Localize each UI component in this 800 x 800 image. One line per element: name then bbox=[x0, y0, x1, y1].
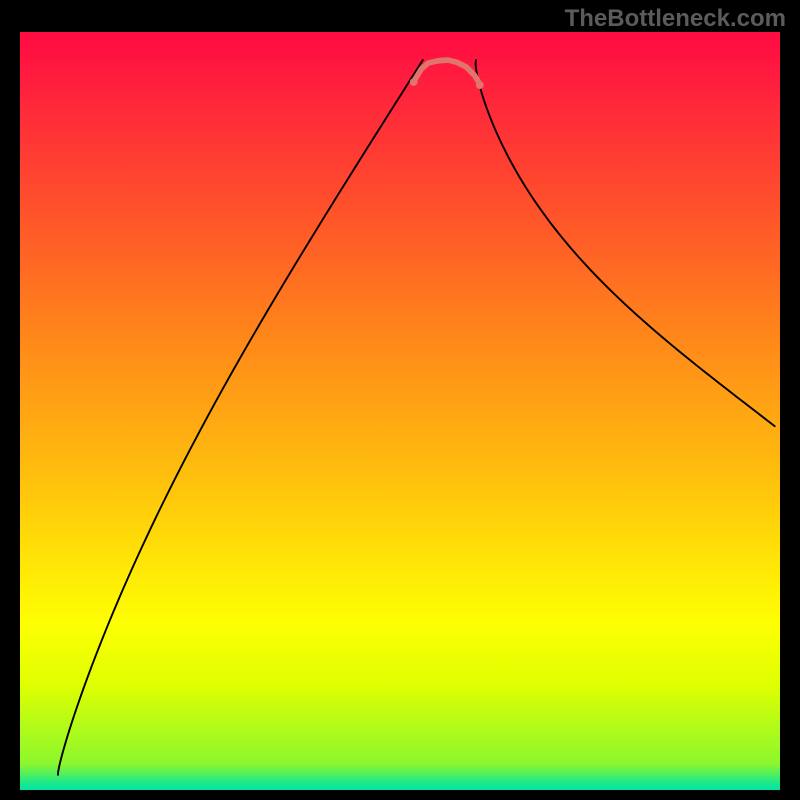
plot-area bbox=[20, 32, 780, 790]
chart-stage: TheBottleneck.com bbox=[0, 0, 800, 800]
watermark-text: TheBottleneck.com bbox=[565, 5, 786, 33]
plot-svg bbox=[20, 32, 780, 790]
